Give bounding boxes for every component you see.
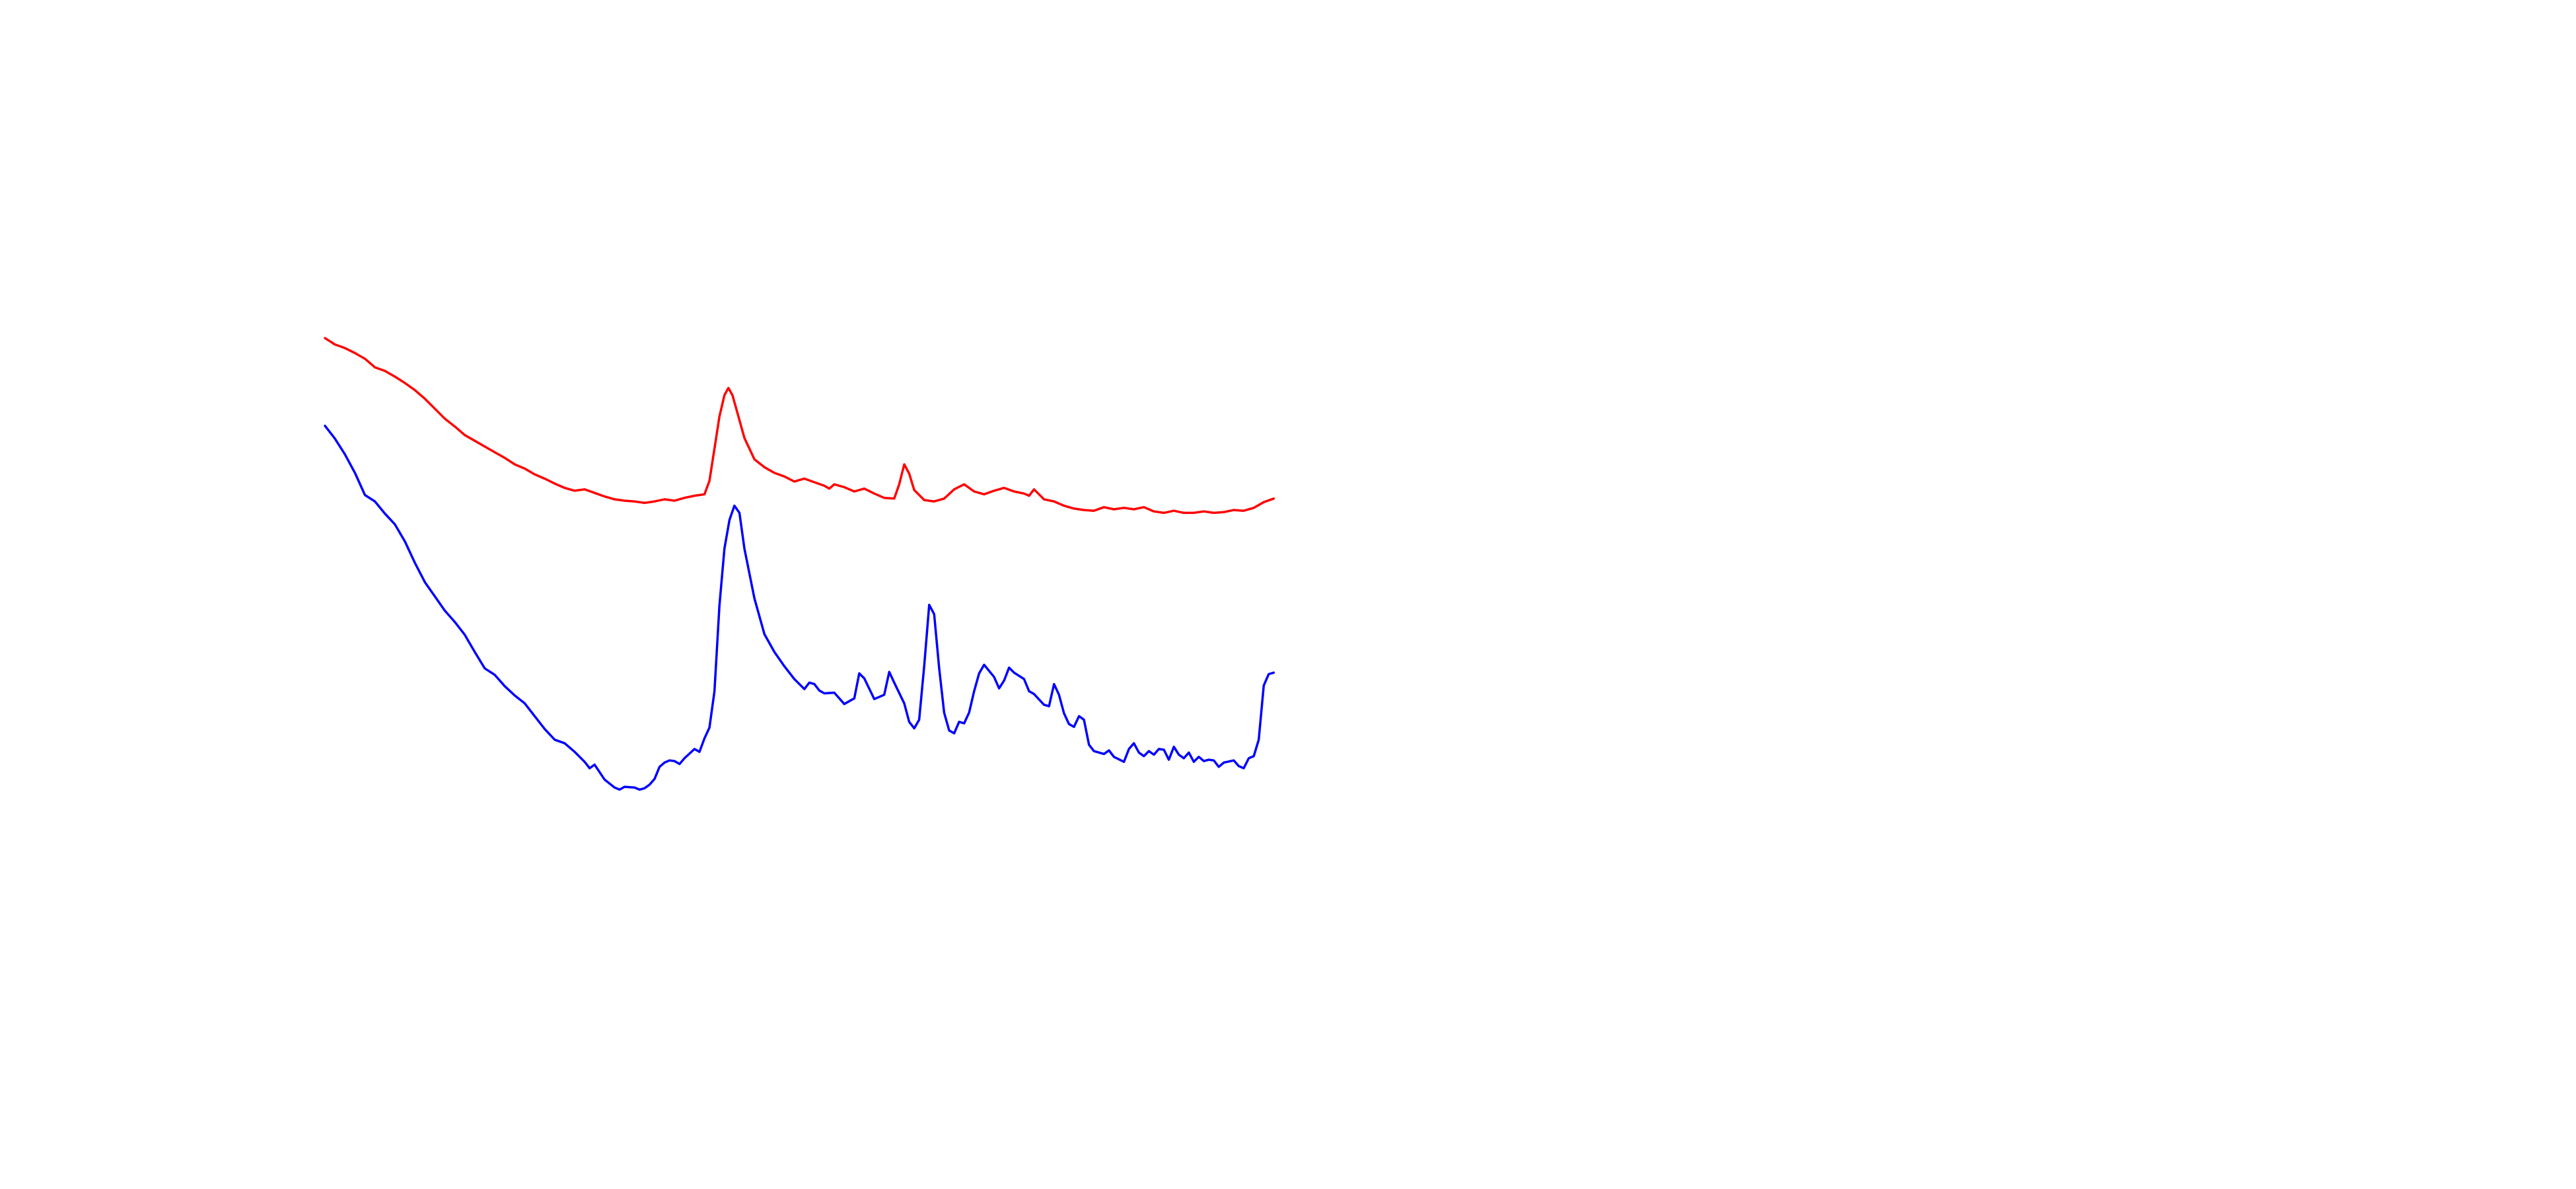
series-layer	[324, 337, 1275, 791]
series-line-1	[324, 337, 1275, 515]
series-line-2	[324, 424, 1275, 791]
